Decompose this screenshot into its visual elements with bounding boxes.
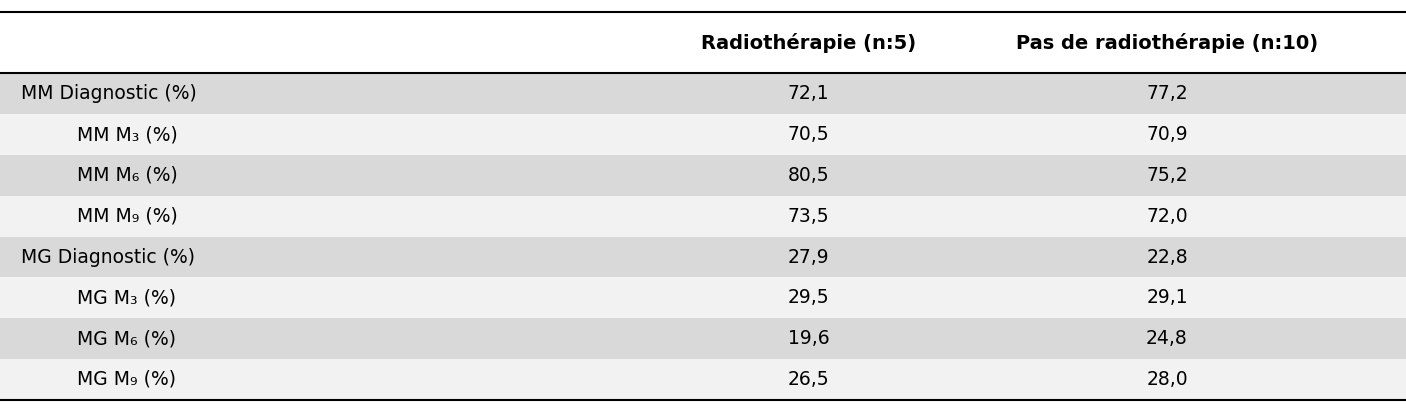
Bar: [0, 359, 1406, 400]
Text: MG M₉ (%): MG M₉ (%): [77, 370, 176, 389]
Bar: [0, 73, 1406, 114]
Bar: [0, 318, 1406, 359]
Text: 75,2: 75,2: [1146, 166, 1188, 185]
Text: 72,1: 72,1: [787, 84, 830, 103]
Text: 19,6: 19,6: [787, 329, 830, 348]
Text: 80,5: 80,5: [787, 166, 830, 185]
Bar: [0, 114, 1406, 155]
Text: Radiothérapie (n:5): Radiothérapie (n:5): [700, 33, 917, 53]
Bar: [0, 155, 1406, 196]
Text: 26,5: 26,5: [787, 370, 830, 389]
Text: MM Diagnostic (%): MM Diagnostic (%): [21, 84, 197, 103]
Text: 29,5: 29,5: [787, 288, 830, 307]
Text: 70,9: 70,9: [1146, 125, 1188, 144]
Text: 72,0: 72,0: [1146, 207, 1188, 226]
Text: 73,5: 73,5: [787, 207, 830, 226]
Text: 24,8: 24,8: [1146, 329, 1188, 348]
Bar: [0, 277, 1406, 318]
Text: MG M₃ (%): MG M₃ (%): [77, 288, 176, 307]
Text: Pas de radiothérapie (n:10): Pas de radiothérapie (n:10): [1017, 33, 1317, 53]
Text: 29,1: 29,1: [1146, 288, 1188, 307]
Text: MG Diagnostic (%): MG Diagnostic (%): [21, 248, 195, 266]
Text: 77,2: 77,2: [1146, 84, 1188, 103]
Bar: [0, 196, 1406, 237]
Text: 27,9: 27,9: [787, 248, 830, 266]
Text: 22,8: 22,8: [1146, 248, 1188, 266]
Text: 28,0: 28,0: [1146, 370, 1188, 389]
Text: MM M₃ (%): MM M₃ (%): [77, 125, 179, 144]
Text: MM M₉ (%): MM M₉ (%): [77, 207, 179, 226]
Bar: [0, 237, 1406, 277]
Text: 70,5: 70,5: [787, 125, 830, 144]
Text: MM M₆ (%): MM M₆ (%): [77, 166, 179, 185]
Text: MG M₆ (%): MG M₆ (%): [77, 329, 176, 348]
